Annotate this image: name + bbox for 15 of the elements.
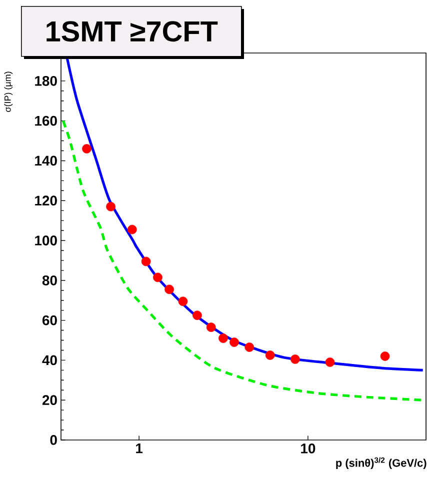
y-tick-label: 60 xyxy=(42,315,57,326)
y-axis-title: σ(IP) (μm) xyxy=(4,72,13,112)
y-tick-label: 20 xyxy=(42,395,57,406)
chart-title: 1SMT ≥7CFT xyxy=(46,21,218,42)
y-tick-label: 80 xyxy=(42,275,57,286)
y-tick-label: 160 xyxy=(35,116,57,126)
y-tick-label: 100 xyxy=(35,236,57,246)
y-tick-label: 140 xyxy=(35,156,57,166)
y-tick-label: 120 xyxy=(35,196,57,206)
x-tick-label: 10 xyxy=(301,444,316,454)
y-tick-label: 40 xyxy=(42,355,57,366)
y-tick-label: 0 xyxy=(50,435,57,445)
y-tick-label: 180 xyxy=(35,76,57,86)
x-axis-title: p (sinθ)$^{3/2}$ (GeV/c) xyxy=(336,457,426,469)
x-tick-label: 1 xyxy=(136,444,143,454)
